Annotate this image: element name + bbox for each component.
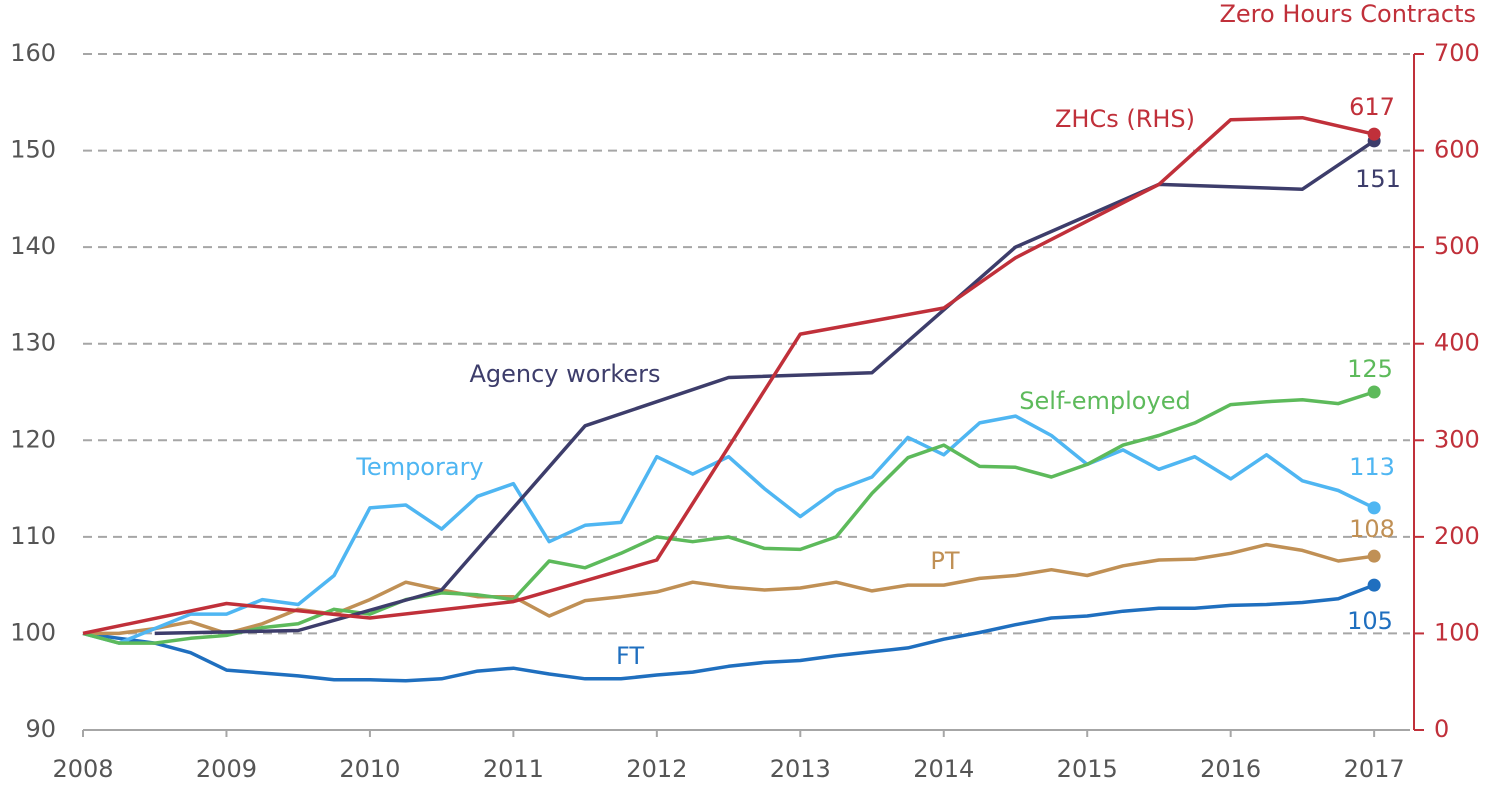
series-line bbox=[82, 115, 1375, 636]
x-tick-label: 2016 bbox=[1200, 755, 1261, 783]
y2-tick-label: 400 bbox=[1434, 329, 1480, 357]
y2-tick-label: 500 bbox=[1434, 232, 1480, 260]
end-value-label: 108 bbox=[1349, 515, 1395, 543]
x-tick-label: 2009 bbox=[196, 755, 257, 783]
y-tick-label: 90 bbox=[25, 715, 56, 743]
y-tick-label: 150 bbox=[10, 136, 56, 164]
x-tick-label: 2010 bbox=[339, 755, 400, 783]
series-label: FT bbox=[616, 642, 644, 670]
end-marker bbox=[1367, 127, 1381, 141]
series-line bbox=[154, 139, 1376, 636]
series-label: Temporary bbox=[355, 453, 483, 481]
end-marker bbox=[1367, 549, 1381, 563]
y-tick-label: 100 bbox=[10, 618, 56, 646]
y2-tick-label: 200 bbox=[1434, 522, 1480, 550]
y2-tick-label: 100 bbox=[1434, 618, 1480, 646]
y-tick-label: 110 bbox=[10, 522, 56, 550]
y2-axis-title: Zero Hours Contracts bbox=[1219, 0, 1476, 28]
series-line bbox=[82, 390, 1375, 645]
y2-tick-label: 700 bbox=[1434, 39, 1480, 67]
y-tick-label: 130 bbox=[10, 329, 56, 357]
x-tick-label: 2011 bbox=[483, 755, 544, 783]
end-value-label: 125 bbox=[1347, 355, 1393, 383]
series-label: Agency workers bbox=[469, 360, 660, 388]
end-value-label: 617 bbox=[1349, 93, 1395, 121]
x-tick-label: 2008 bbox=[52, 755, 113, 783]
end-value-label: 151 bbox=[1355, 165, 1401, 193]
x-tick-label: 2012 bbox=[626, 755, 687, 783]
end-value-label: 105 bbox=[1347, 607, 1393, 635]
series-line bbox=[82, 583, 1375, 683]
y-tick-label: 120 bbox=[10, 425, 56, 453]
end-marker bbox=[1367, 385, 1381, 399]
series-label: Self-employed bbox=[1019, 387, 1190, 415]
end-marker bbox=[1367, 501, 1381, 515]
end-value-label: 113 bbox=[1349, 453, 1395, 481]
x-tick-label: 2015 bbox=[1057, 755, 1118, 783]
series-label: PT bbox=[930, 547, 959, 575]
y-tick-label: 140 bbox=[10, 232, 56, 260]
series-line bbox=[82, 414, 1375, 645]
y2-tick-label: 0 bbox=[1434, 715, 1449, 743]
series-line bbox=[83, 542, 1375, 636]
x-tick-label: 2013 bbox=[770, 755, 831, 783]
y2-tick-label: 300 bbox=[1434, 425, 1480, 453]
y-tick-label: 160 bbox=[10, 39, 56, 67]
x-tick-label: 2017 bbox=[1344, 755, 1405, 783]
x-tick-label: 2014 bbox=[913, 755, 974, 783]
end-marker bbox=[1367, 578, 1381, 592]
series-label: ZHCs (RHS) bbox=[1055, 105, 1195, 133]
y2-tick-label: 600 bbox=[1434, 136, 1480, 164]
